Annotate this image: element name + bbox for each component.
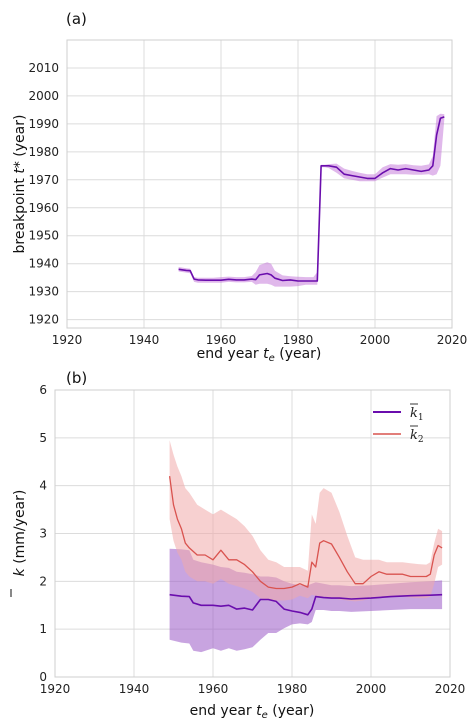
panel-b-x-axis-label: end year te (year) [190,703,315,721]
panel-a-label: (a) [66,10,87,28]
y-tick-label: 1950 [28,229,59,243]
x-tick-label: 2000 [360,333,391,347]
panel-a: (a) 1920 1940 1960 1980 2000 2020 1920 1930 194… [12,10,467,364]
y-tick-label: 3 [39,527,47,541]
panel-b-uncertainty-bands [169,440,443,653]
series-0-line [178,116,445,282]
legend-label-k1: k1 [410,406,424,423]
series-1-line [168,476,443,590]
panel-a-uncertainty-bands [178,113,445,287]
svg-text:k (mm/year): k (mm/year) [12,490,28,577]
y-tick-label: 1970 [28,173,59,187]
panel-a-y-axis-label: breakpoint t* (year) [12,115,28,254]
y-tick-label: 5 [39,431,47,445]
x-tick-label: 1960 [206,333,237,347]
y-tick-label: 0 [39,670,47,684]
x-tick-label: 1960 [198,682,229,696]
x-tick-label: 1980 [283,333,314,347]
x-tick-label: 2020 [435,682,466,696]
x-tick-label: 2000 [356,682,387,696]
x-tick-label: 1980 [277,682,308,696]
y-tick-label: 1920 [28,313,59,327]
panel-b-y-axis-label: k (mm/year) [10,490,28,597]
y-tick-label: 2010 [28,61,59,75]
y-tick-label: 1 [39,622,47,636]
x-tick-label: 1920 [40,682,71,696]
panel-b: (b) 1920 1940 1960 1980 2000 2020 0 1 2 3 4 5 6 end… [10,369,466,721]
panel-b-legend: k1 k2 [373,403,424,445]
y-tick-label: 1930 [28,285,59,299]
y-tick-label: 1940 [28,257,59,271]
y-tick-label: 1960 [28,201,59,215]
y-tick-label: 1990 [28,117,59,131]
x-tick-label: 1920 [52,333,83,347]
panel-a-x-tick-labels: 1920 1940 1960 1980 2000 2020 [52,333,468,347]
legend-label-k2: k2 [410,428,424,445]
panel-b-label: (b) [66,369,87,387]
x-tick-label: 1940 [129,333,160,347]
panel-b-y-tick-labels: 0 1 2 3 4 5 6 [39,383,47,684]
panel-a-plot-area [66,39,453,329]
series-0-band [178,113,445,287]
y-tick-label: 1980 [28,145,59,159]
panel-b-series-lines [168,476,443,616]
panel-a-series-lines [178,116,445,282]
y-tick-label: 4 [39,479,47,493]
x-tick-label: 1940 [119,682,150,696]
panel-b-plot-area [54,389,451,678]
y-tick-label: 2 [39,574,47,588]
series-0-line [169,593,443,616]
x-tick-label: 2020 [437,333,468,347]
panel-a-x-axis-label: end year te (year) [197,346,322,364]
panel-a-y-tick-labels: 1920 1930 1940 1950 1960 1970 1980 1990 2000 2010 [28,61,59,327]
panel-b-x-tick-labels: 1920 1940 1960 1980 2000 2020 [40,682,466,696]
y-tick-label: 6 [39,383,47,397]
series-1-band [169,440,443,602]
y-tick-label: 2000 [28,89,59,103]
panel-a-gridlines [66,40,453,328]
